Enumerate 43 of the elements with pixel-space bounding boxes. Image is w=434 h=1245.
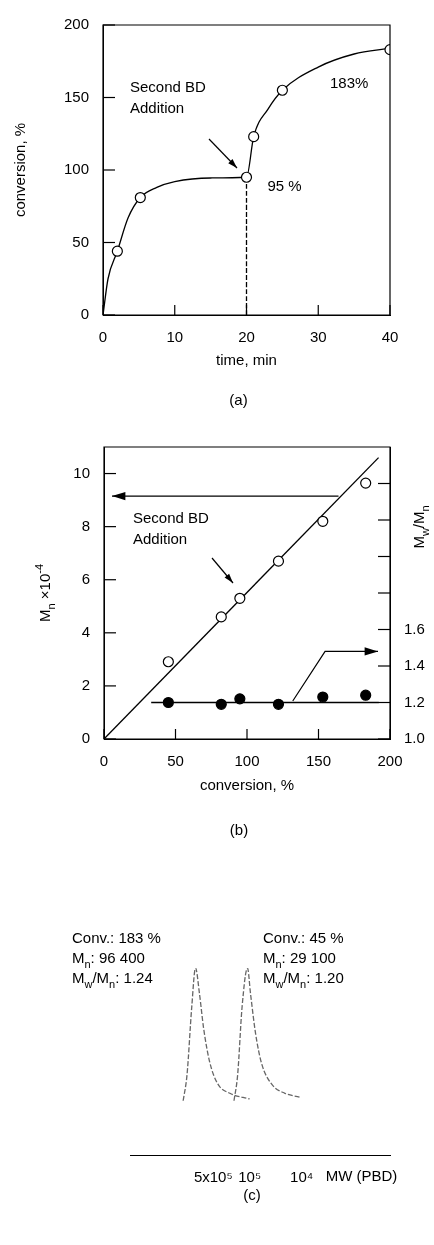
x-axis-title: conversion, % <box>199 776 295 793</box>
text: Conv.: 183 % <box>72 929 161 946</box>
x-axis-title: MW (PBD) <box>325 1167 398 1184</box>
y-tick-label: 2 <box>81 676 90 694</box>
x-tick-label: 50 <box>167 752 184 770</box>
annotation: Second BD Addition <box>133 509 210 547</box>
x-tick-label: 10⁵ <box>238 1168 262 1186</box>
annotation: Second BD Addition <box>130 78 207 116</box>
annotation: 183% <box>330 73 369 91</box>
x-tick-label: 0 <box>98 328 108 346</box>
text: (a) <box>229 391 248 408</box>
x-tick-label: 0 <box>99 752 109 770</box>
x-tick-label: 200 <box>377 752 403 770</box>
y2-tick-label: 1.0 <box>404 729 425 747</box>
text: (b) <box>229 821 249 838</box>
text: Conv.: 45 % <box>263 929 344 946</box>
y-axis-title: Mn ×10-4 <box>33 564 57 622</box>
y2-axis-title: Mw/Mn <box>410 505 431 549</box>
x-tick-label: 100 <box>234 752 260 770</box>
y2-tick-label: 1.2 <box>404 692 425 710</box>
y-tick-label: 4 <box>81 622 90 640</box>
y-tick-label: 6 <box>81 569 90 587</box>
x-tick-label: 10 <box>166 328 184 346</box>
x-tick-label: 20 <box>238 328 255 346</box>
y-tick-label: 10 <box>73 463 90 481</box>
x-tick-label: 150 <box>305 752 332 770</box>
y-tick-label: 8 <box>81 516 90 534</box>
annotation: 95 % <box>267 177 302 195</box>
y-axis-title: conversion, % <box>11 122 28 218</box>
y2-tick-label: 1.4 <box>404 656 425 674</box>
x-tick-label: 30 <box>309 328 327 346</box>
x-tick-label: 10⁴ <box>290 1168 314 1186</box>
y-tick-label: 0 <box>80 305 89 323</box>
x-tick-label: 5x10⁵ <box>193 1168 233 1186</box>
text: (c) <box>243 1186 261 1203</box>
x-axis-title: time, min <box>216 351 277 368</box>
y2-tick-label: 1.6 <box>404 619 425 637</box>
y-tick-label: 0 <box>81 729 90 747</box>
x-tick-label: 40 <box>381 328 399 346</box>
y-tick-label: 50 <box>72 232 89 250</box>
y-tick-label: 200 <box>63 15 89 33</box>
y-tick-label: 150 <box>63 87 89 105</box>
y-tick-label: 100 <box>63 160 89 178</box>
